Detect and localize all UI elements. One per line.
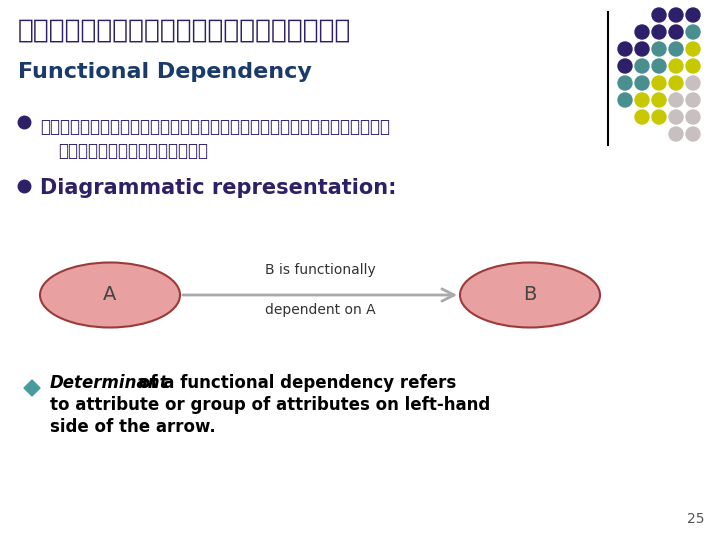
Text: B is functionally: B is functionally (265, 263, 375, 277)
Circle shape (669, 76, 683, 90)
Text: ทฤษฎการขนตอกนของฟงกชน: ทฤษฎการขนตอกนของฟงกชน (18, 18, 351, 44)
Circle shape (618, 93, 632, 107)
Circle shape (652, 59, 666, 73)
Polygon shape (24, 380, 40, 396)
Text: 25: 25 (688, 512, 705, 526)
Text: side of the arrow.: side of the arrow. (50, 418, 216, 436)
Text: to attribute or group of attributes on left-hand: to attribute or group of attributes on l… (50, 396, 490, 414)
Circle shape (618, 42, 632, 56)
Circle shape (669, 25, 683, 39)
Circle shape (618, 76, 632, 90)
Text: B: B (523, 286, 536, 305)
Circle shape (686, 93, 700, 107)
Circle shape (669, 127, 683, 141)
Text: Functional Dependency: Functional Dependency (18, 62, 312, 82)
Text: Determinant: Determinant (50, 374, 168, 392)
Circle shape (669, 42, 683, 56)
Circle shape (686, 42, 700, 56)
Circle shape (669, 110, 683, 124)
Circle shape (635, 76, 649, 90)
Ellipse shape (460, 262, 600, 327)
Circle shape (618, 59, 632, 73)
Circle shape (635, 25, 649, 39)
Circle shape (652, 25, 666, 39)
Circle shape (652, 93, 666, 107)
Text: dependent on A: dependent on A (265, 303, 375, 317)
Circle shape (686, 8, 700, 22)
Circle shape (635, 93, 649, 107)
Text: A: A (103, 286, 117, 305)
Text: พจารณาในเชงของความสมพนธของเอนตทและก: พจารณาในเชงของความสมพนธของเอนตทและก (40, 118, 390, 136)
Circle shape (669, 8, 683, 22)
Circle shape (686, 25, 700, 39)
Circle shape (686, 127, 700, 141)
Circle shape (686, 76, 700, 90)
Circle shape (686, 110, 700, 124)
Circle shape (652, 76, 666, 90)
Circle shape (635, 59, 649, 73)
Circle shape (686, 59, 700, 73)
Circle shape (652, 110, 666, 124)
Ellipse shape (40, 262, 180, 327)
Circle shape (652, 8, 666, 22)
Circle shape (635, 42, 649, 56)
Text: of a functional dependency refers: of a functional dependency refers (133, 374, 456, 392)
Circle shape (669, 59, 683, 73)
Circle shape (635, 110, 649, 124)
Circle shape (652, 42, 666, 56)
Text: ารขนอยกบกนและกน: ารขนอยกบกนและกน (58, 142, 208, 160)
Text: Diagrammatic representation:: Diagrammatic representation: (40, 178, 397, 198)
Circle shape (669, 93, 683, 107)
